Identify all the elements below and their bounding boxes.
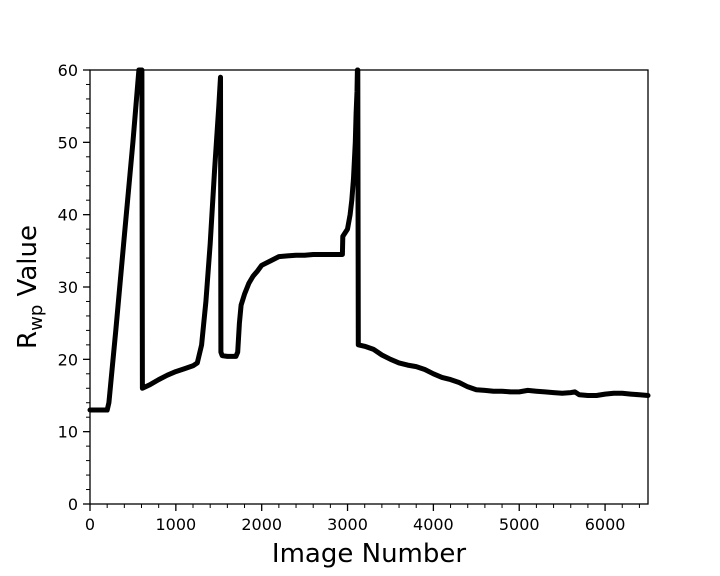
x-tick-label: 4000 xyxy=(413,515,454,534)
series-line-0 xyxy=(87,67,651,413)
y-tick-label: 20 xyxy=(58,350,78,369)
y-tick-label: 0 xyxy=(68,495,78,514)
x-tick-label: 5000 xyxy=(499,515,540,534)
series-layer xyxy=(87,67,651,413)
y-axis-label: Rwp Value xyxy=(13,225,47,349)
y-axis-label-main: R xyxy=(13,331,43,349)
x-axis-label: Image Number xyxy=(272,539,466,569)
x-tick-label: 3000 xyxy=(327,515,368,534)
major-ticks xyxy=(83,69,606,511)
x-tick-label: 1000 xyxy=(155,515,196,534)
y-tick-label: 50 xyxy=(58,133,78,152)
minor-ticks xyxy=(86,83,640,508)
plot-frame xyxy=(89,69,649,505)
y-tick-labels: 0 10 20 30 40 50 60 xyxy=(58,61,78,514)
x-tick-label: 6000 xyxy=(585,515,626,534)
x-tick-label: 2000 xyxy=(241,515,282,534)
y-axis-label-subscript: wp xyxy=(26,305,47,331)
y-tick-label: 30 xyxy=(58,278,78,297)
x-tick-label: 0 xyxy=(85,515,95,534)
y-tick-label: 10 xyxy=(58,423,78,442)
x-tick-labels: 0 1000 2000 3000 4000 5000 6000 xyxy=(85,515,626,534)
y-tick-label: 60 xyxy=(58,61,78,80)
y-axis-label-rest: Value xyxy=(13,225,43,305)
y-tick-label: 40 xyxy=(58,206,78,225)
